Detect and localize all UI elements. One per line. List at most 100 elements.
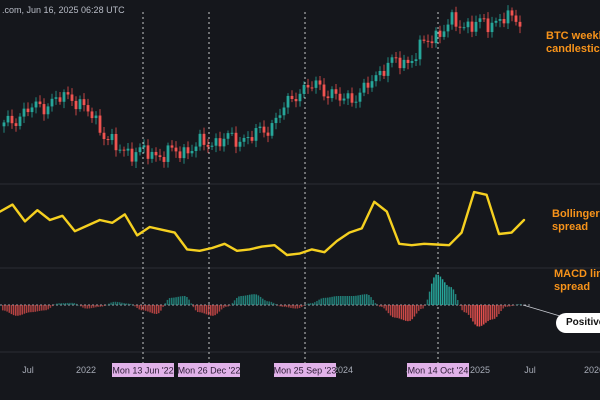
candle-body (238, 141, 242, 147)
macd-bar (485, 305, 487, 323)
macd-bar (177, 296, 180, 305)
macd-bar (225, 305, 227, 307)
macd-bar (119, 302, 121, 305)
macd-bar (400, 305, 403, 320)
macd-bar (214, 305, 216, 316)
candle-body (502, 19, 506, 24)
macd-bar (99, 305, 102, 307)
macd-bar (175, 297, 177, 305)
macd-bar (448, 286, 450, 305)
macd-bar (171, 297, 173, 305)
macd-bar (277, 305, 279, 306)
candle-body (242, 137, 246, 142)
macd-bar (489, 305, 492, 320)
macd-bar (329, 297, 331, 305)
candle-body (490, 22, 494, 33)
macd-bar (363, 294, 366, 305)
candle-body (110, 133, 114, 141)
candle-body (442, 31, 446, 37)
macd-bar (25, 305, 28, 313)
bollinger-label-line1: Bollinger (552, 208, 600, 220)
macd-bar (132, 304, 134, 306)
macd-bar (12, 305, 15, 316)
price-panel-label: BTC weekl candlestic (546, 30, 600, 56)
macd-bar (517, 304, 520, 305)
x-axis-label: 2026 (584, 365, 600, 375)
candle-body (402, 59, 406, 69)
macd-bar (500, 305, 502, 312)
candle-body (430, 41, 434, 44)
macd-bar (298, 305, 301, 309)
candle-body (210, 145, 214, 147)
macd-bar (251, 294, 253, 305)
macd-bar (125, 303, 128, 305)
macd-bar (311, 302, 314, 305)
candle-body (54, 97, 58, 99)
macd-bar (454, 294, 457, 305)
candle-body (22, 108, 26, 117)
candle-body (86, 105, 90, 112)
date-marker-label: Mon 26 Dec '22 (178, 366, 241, 376)
macd-bar (381, 305, 383, 308)
candle-body (234, 132, 238, 147)
candle-body (78, 99, 82, 110)
macd-bar (168, 298, 171, 305)
macd-bar (348, 296, 351, 305)
candle-body (34, 101, 38, 108)
macd-bar (186, 296, 188, 305)
candle-body (518, 21, 522, 27)
macd-histogram (2, 274, 522, 327)
macd-bar (114, 301, 117, 305)
macd-bar (374, 302, 377, 305)
macd-bar (268, 301, 271, 305)
candle-body (46, 106, 50, 115)
candle-body (426, 40, 430, 42)
macd-bar (324, 297, 327, 305)
macd-bar (199, 305, 201, 313)
macd-bar (461, 305, 463, 311)
macd-bar (166, 299, 169, 305)
candle-body (498, 19, 502, 21)
macd-bar (385, 305, 388, 311)
candle-body (322, 84, 326, 97)
macd-bar (441, 279, 444, 305)
macd-bar (457, 300, 459, 305)
marker-lines (142, 12, 439, 366)
macd-bar (444, 282, 446, 305)
candle-body (342, 98, 346, 101)
candle-body (202, 133, 206, 145)
macd-bar (301, 305, 303, 308)
macd-bar (465, 305, 468, 313)
macd-bar (145, 305, 147, 311)
macd-bar (190, 303, 193, 305)
bollinger-panel-label: Bollinger spread (552, 208, 600, 234)
macd-bar (511, 305, 513, 306)
macd-bar (285, 305, 288, 308)
macd-bar (259, 296, 262, 305)
macd-bar (73, 303, 76, 305)
macd-bar (62, 303, 65, 305)
candle-body (250, 137, 254, 141)
candle-body (118, 149, 122, 151)
candle-body (286, 95, 290, 108)
macd-bar (383, 305, 385, 309)
macd-bar (82, 305, 84, 308)
candle-body (10, 115, 14, 124)
macd-bar (433, 277, 435, 305)
candle-body (346, 93, 350, 99)
candle-body (126, 148, 130, 151)
macd-bar (246, 295, 249, 305)
candle-body (330, 89, 334, 99)
candle-body (310, 87, 314, 89)
macd-bar (2, 305, 4, 311)
macd-bar (30, 305, 32, 313)
macd-bar (93, 305, 95, 308)
macd-bar (470, 305, 472, 319)
macd-bar (80, 305, 82, 307)
price-label-line1: BTC weekl (546, 30, 600, 42)
candle-body (122, 149, 126, 151)
macd-bar (97, 305, 99, 307)
macd-bar (142, 305, 145, 311)
candle-body (178, 151, 182, 159)
